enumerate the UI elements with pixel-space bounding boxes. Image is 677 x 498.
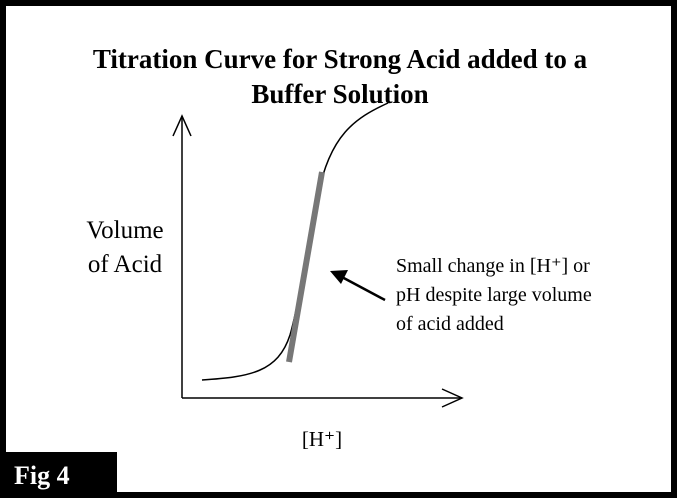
figure-label: Fig 4 [14,461,70,490]
annotation-line: pH despite large volume [396,284,592,306]
y-axis-label: of Acid [88,251,163,278]
pointer-arrow [339,274,386,302]
figure-label-box [0,452,117,498]
annotation-line: Small change in [H⁺] or [396,255,590,277]
x-axis-label: [H⁺] [302,427,342,451]
buffer-region [286,171,325,363]
pointer-arrowhead [330,270,348,284]
title-line: Titration Curve for Strong Acid added to… [93,44,588,74]
y-arrowhead [172,114,192,137]
annotation-line: of acid added [396,313,504,335]
x-arrowhead [441,388,464,408]
title-line: Buffer Solution [251,79,428,109]
axes [172,114,464,408]
y-axis-label: Volume [86,217,163,244]
